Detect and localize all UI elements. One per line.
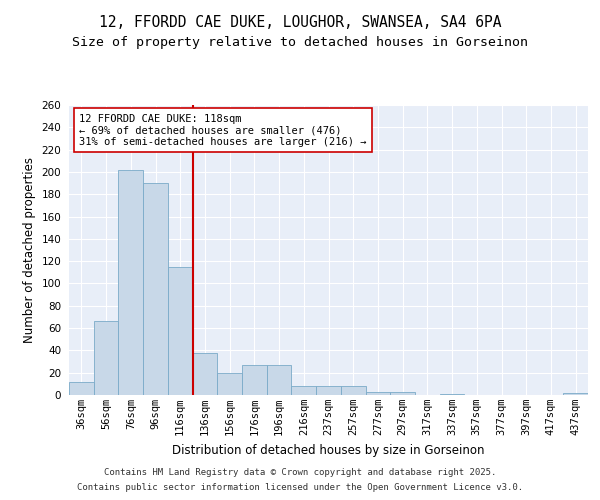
Text: 12, FFORDD CAE DUKE, LOUGHOR, SWANSEA, SA4 6PA: 12, FFORDD CAE DUKE, LOUGHOR, SWANSEA, S… [99,15,501,30]
Bar [292,386,316,395]
Text: Size of property relative to detached houses in Gorseinon: Size of property relative to detached ho… [72,36,528,49]
X-axis label: Distribution of detached houses by size in Gorseinon: Distribution of detached houses by size … [172,444,485,456]
Y-axis label: Number of detached properties: Number of detached properties [23,157,36,343]
Text: Contains public sector information licensed under the Open Government Licence v3: Contains public sector information licen… [77,483,523,492]
Bar [143,183,168,395]
Bar [118,170,143,395]
Bar [168,266,193,395]
Bar [193,352,217,395]
Bar [69,382,94,395]
Text: 12 FFORDD CAE DUKE: 118sqm
← 69% of detached houses are smaller (476)
31% of sem: 12 FFORDD CAE DUKE: 118sqm ← 69% of deta… [79,114,367,147]
Bar [563,393,588,395]
Text: Contains HM Land Registry data © Crown copyright and database right 2025.: Contains HM Land Registry data © Crown c… [104,468,496,477]
Bar [267,365,292,395]
Bar [316,386,341,395]
Bar [365,392,390,395]
Bar [440,394,464,395]
Bar [341,386,365,395]
Bar [390,392,415,395]
Bar [242,365,267,395]
Bar [217,372,242,395]
Bar [94,322,118,395]
